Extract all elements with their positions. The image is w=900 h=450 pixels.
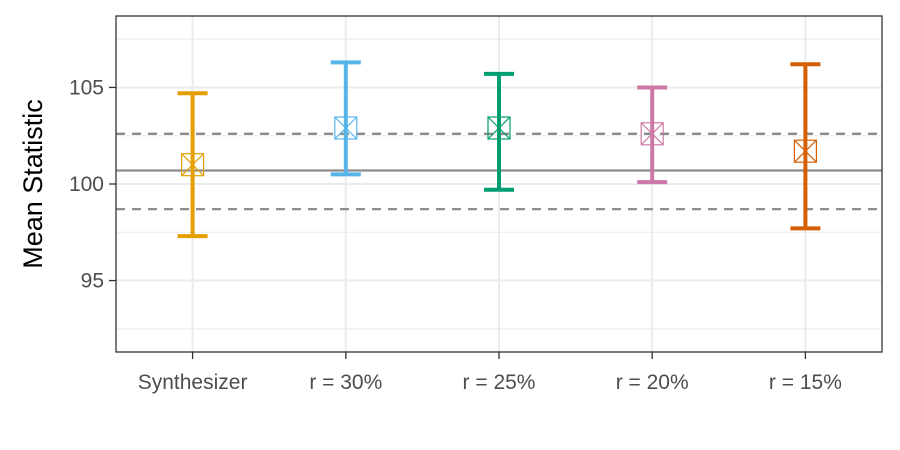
mean-point-box	[640, 122, 664, 146]
mean-point-box	[334, 116, 358, 140]
mean-point-cross	[487, 116, 511, 140]
x-tick-label: Synthesizer	[138, 371, 248, 394]
mean-point-cross	[640, 122, 664, 146]
mean-point	[181, 153, 205, 177]
mean-point	[334, 116, 358, 140]
x-tick-label: r = 15%	[769, 371, 842, 394]
mean-point	[793, 139, 818, 163]
y-tick-label: 100	[69, 173, 104, 196]
x-tick-label: r = 25%	[463, 371, 536, 394]
x-axis: Synthesizer r = 30% r = 25% r = 20% r = 15%	[138, 352, 842, 394]
y-axis: 95 100 105	[69, 76, 116, 293]
error-bar-group	[177, 91, 208, 239]
error-bar-group	[637, 85, 668, 185]
mean-point-cross	[334, 116, 358, 140]
mean-point	[640, 122, 664, 146]
x-tick-label: r = 20%	[616, 371, 689, 394]
y-tick-label: 95	[81, 270, 104, 293]
y-axis-title: Mean Statistic	[18, 99, 48, 269]
mean-point-box	[181, 153, 205, 177]
mean-point-box	[793, 139, 818, 163]
error-bar-group	[330, 60, 361, 177]
x-tick-label: r = 30%	[309, 371, 382, 394]
mean-point	[487, 116, 511, 140]
y-tick-label: 105	[69, 76, 104, 99]
mean-point-box	[487, 116, 511, 140]
mean-point-cross	[181, 153, 205, 177]
error-bar-group	[790, 62, 821, 231]
error-bar-group	[484, 71, 514, 192]
mean-point-cross	[793, 139, 817, 163]
error-bars	[177, 60, 821, 239]
